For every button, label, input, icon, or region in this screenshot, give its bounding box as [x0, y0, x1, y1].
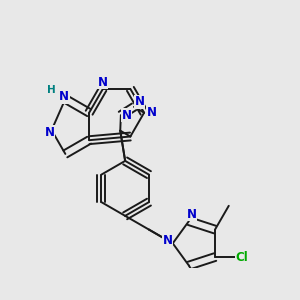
- Text: N: N: [187, 208, 197, 221]
- Text: N: N: [163, 234, 173, 247]
- Text: N: N: [45, 126, 55, 139]
- Text: Cl: Cl: [236, 250, 248, 264]
- Text: H: H: [47, 85, 56, 95]
- Text: N: N: [98, 76, 108, 88]
- Text: N: N: [135, 95, 145, 109]
- Text: N: N: [147, 106, 157, 119]
- Text: N: N: [122, 109, 132, 122]
- Text: N: N: [59, 91, 69, 103]
